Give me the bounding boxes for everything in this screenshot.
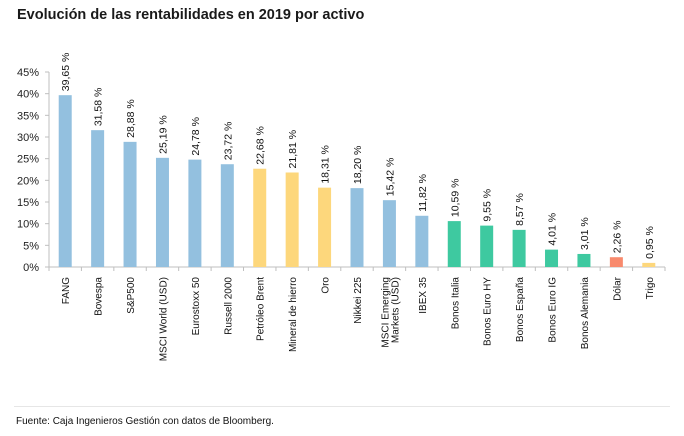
x-tick-label: Bonos Euro HY (483, 277, 494, 346)
data-label: 11,82 % (417, 174, 429, 212)
data-label: 22,68 % (255, 126, 267, 165)
y-tick-label: 10% (17, 219, 39, 231)
bar (609, 257, 623, 267)
data-label: 10,59 % (449, 179, 461, 218)
data-label: 0,95 % (644, 226, 656, 259)
bar (188, 159, 202, 267)
y-tick-label: 35% (17, 110, 39, 122)
x-tick-label: Bovespa (94, 277, 105, 316)
chart-title: Evolución de las rentabilidades en 2019 … (17, 7, 365, 23)
x-tick-label: Trigo (645, 277, 656, 300)
x-tick-label: Petróleo Brent (256, 277, 267, 341)
y-tick-label: 0% (23, 262, 39, 274)
data-label: 39,65 % (60, 53, 72, 92)
y-tick-label: 5% (23, 240, 39, 252)
x-tick-label: MSCI World (USD) (158, 277, 169, 361)
data-label: 24,78 % (190, 117, 202, 156)
footer-divider (14, 406, 670, 407)
data-label: 23,72 % (222, 122, 234, 161)
data-label: 2,26 % (611, 221, 623, 254)
x-tick-label: Bonos Alemania (580, 277, 591, 350)
bar (253, 168, 267, 267)
x-tick-label: Eurostoxx 50 (191, 277, 202, 336)
x-tick-label: MSCI Emerging (380, 277, 391, 348)
data-label: 21,81 % (287, 130, 299, 169)
data-label: 15,42 % (384, 158, 396, 197)
data-label: 3,01 % (579, 217, 591, 250)
data-label: 25,19 % (157, 115, 169, 154)
x-tick-label: Markets (USD) (390, 277, 401, 343)
x-tick-label: Mineral de hierro (288, 277, 299, 352)
x-tick-label: Bonos Euro IG (548, 277, 559, 343)
bar (512, 229, 526, 267)
bar (123, 141, 137, 267)
bar (545, 249, 559, 267)
x-tick-labels: FANG Bovespa S&P500 MSCI World (USD) Eurosto… (61, 276, 656, 361)
y-tick-label: 40% (17, 89, 39, 101)
data-label: 18,20 % (352, 146, 364, 185)
bar (577, 253, 591, 267)
data-label: 31,58 % (93, 88, 105, 127)
x-tick-label: Bonos Italia (450, 277, 461, 330)
data-label: 18,31 % (320, 145, 332, 184)
bar (220, 164, 234, 267)
bar-chart: 0% 5% 10% 15% 20% 25% 30% 35% 40% 45% 39,65 % 31,5… (17, 53, 666, 361)
bar (318, 187, 332, 267)
bar (415, 215, 429, 267)
data-label: 4,01 % (547, 213, 559, 246)
y-tick-label: 15% (17, 197, 39, 209)
bar (58, 95, 72, 267)
bar (480, 225, 494, 267)
y-tick-label: 30% (17, 132, 39, 144)
bars (58, 95, 656, 267)
x-tick-label: Nikkei 225 (353, 277, 364, 324)
y-tick-label: 45% (17, 67, 39, 79)
y-axis: 0% 5% 10% 15% 20% 25% 30% 35% 40% 45% (17, 67, 50, 274)
bar (382, 200, 396, 267)
x-tick-label: IBEX 35 (418, 277, 429, 314)
x-tick-label: Oro (321, 277, 332, 294)
data-label: 28,88 % (125, 99, 137, 138)
x-tick-label: Bonos España (515, 277, 526, 342)
bar (447, 221, 461, 267)
y-tick-label: 20% (17, 175, 39, 187)
data-label: 9,55 % (482, 189, 494, 222)
source-note: Fuente: Caja Ingenieros Gestión con dato… (16, 416, 274, 427)
bar (91, 130, 105, 267)
bar (155, 157, 169, 267)
data-labels: 39,65 % 31,58 % 28,88 % 25,19 % 24,78 % 23,72… (60, 53, 656, 259)
bar (642, 262, 656, 267)
bar (350, 188, 364, 267)
x-tick-label: FANG (61, 277, 72, 304)
y-tick-label: 25% (17, 154, 39, 166)
x-tick-label: Russell 2000 (223, 277, 234, 335)
bar (285, 172, 299, 267)
data-label: 8,57 % (514, 193, 526, 226)
x-axis (48, 266, 666, 271)
x-tick-label: Dólar (612, 276, 623, 301)
x-tick-label: S&P500 (126, 277, 137, 314)
